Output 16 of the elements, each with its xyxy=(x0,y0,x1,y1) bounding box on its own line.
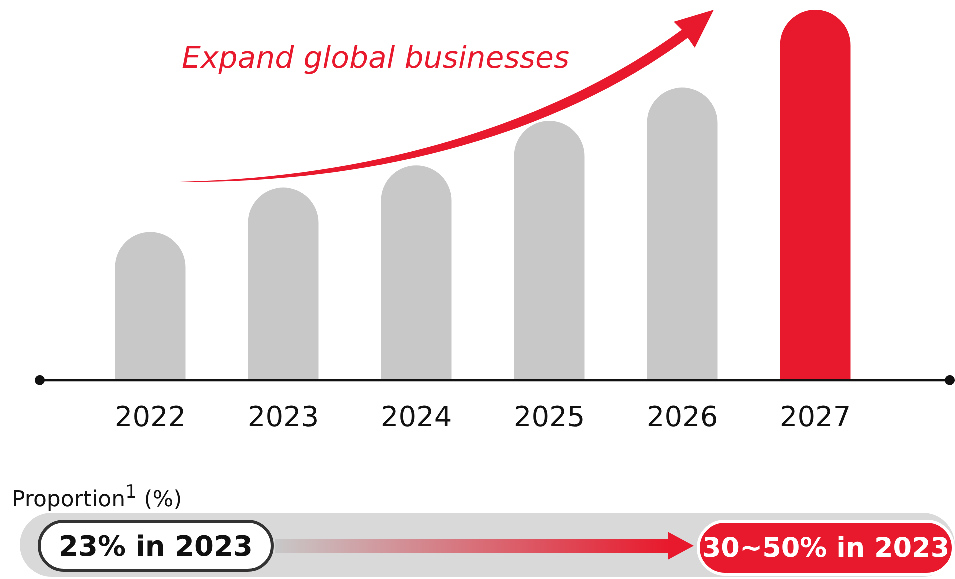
annotation: Expand global businesses xyxy=(182,40,570,76)
x-tick-label: 2023 xyxy=(248,400,320,434)
x-tick-label: 2022 xyxy=(114,400,186,434)
x-tick-label: 2024 xyxy=(380,400,452,434)
x-tick-label: 2026 xyxy=(646,400,718,434)
text: 23% in 2023 xyxy=(38,520,274,572)
bar xyxy=(381,166,452,380)
bar xyxy=(248,188,319,380)
text: Proportion$^{1}$ (%) xyxy=(12,482,182,512)
bar xyxy=(780,10,851,380)
bar xyxy=(514,121,585,380)
x-tick-label: 2025 xyxy=(514,400,586,434)
bar xyxy=(647,88,718,380)
bar xyxy=(115,232,186,380)
text: 30~50% in 2023 xyxy=(697,520,955,576)
x-tick-label: 2027 xyxy=(780,400,852,434)
